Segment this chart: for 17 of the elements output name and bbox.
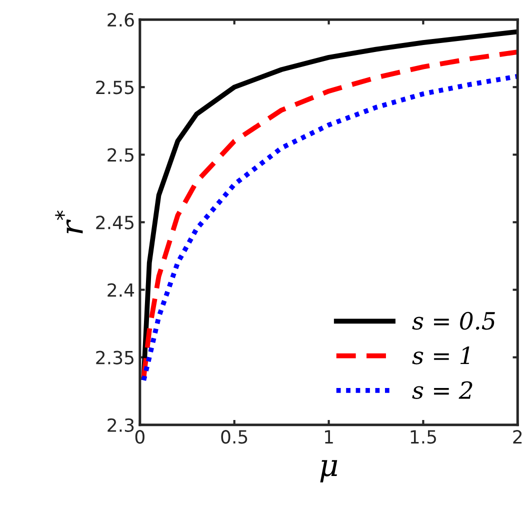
y-tick-label: 2.5 — [108, 148, 134, 162]
x-tick-label: 0.5 — [221, 430, 248, 444]
x-tick-label: 0 — [135, 430, 144, 444]
x-tick-label: 1 — [325, 430, 333, 444]
legend-label: s = 0.5 — [412, 312, 495, 330]
x-axis-title: μ — [320, 460, 338, 482]
y-tick-label: 2.55 — [96, 80, 134, 94]
y-tick-label: 2.35 — [96, 350, 134, 364]
y-tick-label: 2.4 — [108, 283, 134, 297]
x-tick-label: 2 — [513, 430, 522, 444]
y-tick-label: 2.6 — [108, 13, 134, 27]
y-tick-label: 2.45 — [96, 216, 134, 230]
legend-label: s = 1 — [412, 346, 470, 364]
y-tick-label: 2.3 — [108, 418, 134, 432]
legend-label: s = 2 — [412, 381, 472, 400]
x-tick-label: 1.5 — [410, 430, 436, 444]
y-axis-title: r$^{*}$ — [55, 210, 83, 234]
